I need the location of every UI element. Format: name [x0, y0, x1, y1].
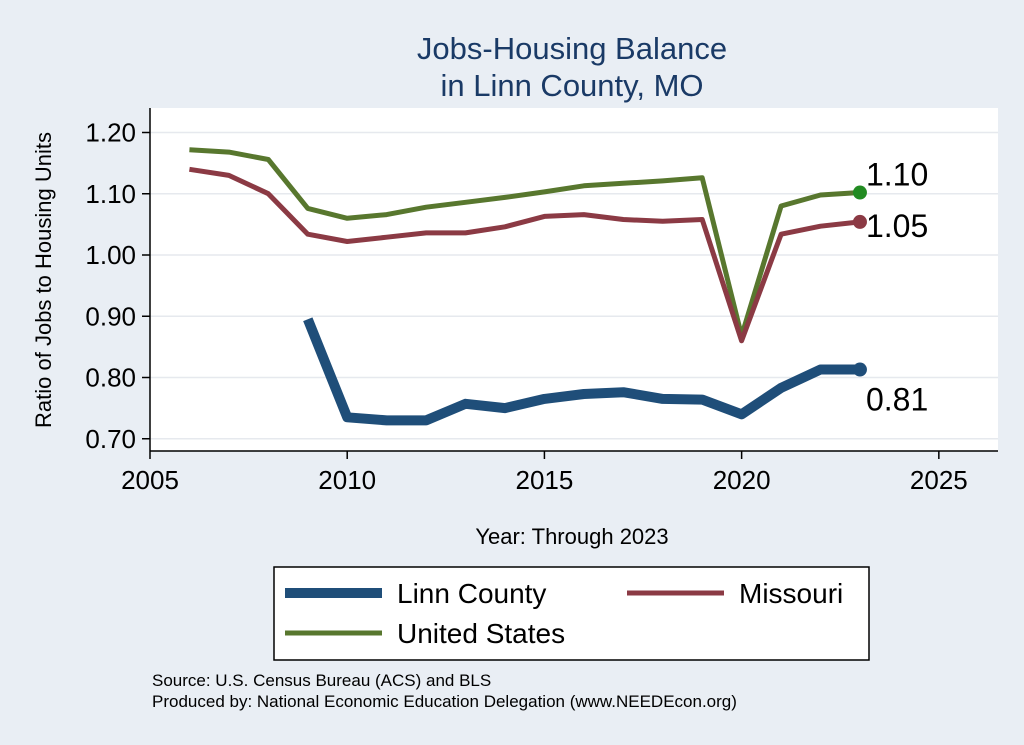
x-axis-title: Year: Through 2023: [475, 524, 668, 549]
end-marker-linn-county: [852, 362, 867, 377]
y-axis: 0.70 0.80 0.90 1.00 1.10 1.20: [85, 108, 151, 454]
legend-box: [273, 566, 870, 661]
end-label-linn-county: 0.81: [866, 382, 928, 418]
series-line-united-states: [189, 147, 861, 339]
x-tick-label: 2025: [910, 465, 968, 495]
legend-label-missouri: Missouri: [739, 578, 843, 609]
series-line-missouri: [189, 166, 861, 344]
gridlines: [150, 131, 998, 440]
y-tick-label: 1.20: [85, 118, 136, 148]
producer-note: Produced by: National Economic Education…: [152, 692, 737, 711]
x-tick-label: 2010: [318, 465, 376, 495]
chart-title-line-2: in Linn County, MO: [440, 68, 703, 103]
y-tick-label: 0.70: [85, 424, 136, 454]
x-axis: 2005 2010 2015 2020 2025: [121, 450, 998, 495]
y-tick-label: 0.80: [85, 363, 136, 393]
y-tick-label: 0.90: [85, 301, 136, 331]
chart-title-line-1: Jobs-Housing Balance: [417, 31, 727, 66]
x-tick-label: 2005: [121, 465, 179, 495]
source-note: Source: U.S. Census Bureau (ACS) and BLS: [152, 671, 492, 690]
end-label-united-states: 1.10: [866, 157, 928, 193]
series-line-linn-county: [303, 317, 860, 426]
y-axis-title: Ratio of Jobs to Housing Units: [31, 132, 56, 428]
y-tick-label: 1.10: [85, 179, 136, 209]
end-label-missouri: 1.05: [866, 208, 928, 244]
x-tick-label: 2020: [713, 465, 771, 495]
x-tick-label: 2015: [515, 465, 573, 495]
end-marker-united-states: [852, 185, 867, 200]
legend-label-linn-county: Linn County: [397, 578, 546, 609]
y-tick-label: 1.00: [85, 240, 136, 270]
legend-label-united-states: United States: [397, 618, 565, 649]
series-layer: 1.10 1.05 0.81: [189, 147, 928, 426]
end-marker-missouri: [852, 214, 867, 229]
